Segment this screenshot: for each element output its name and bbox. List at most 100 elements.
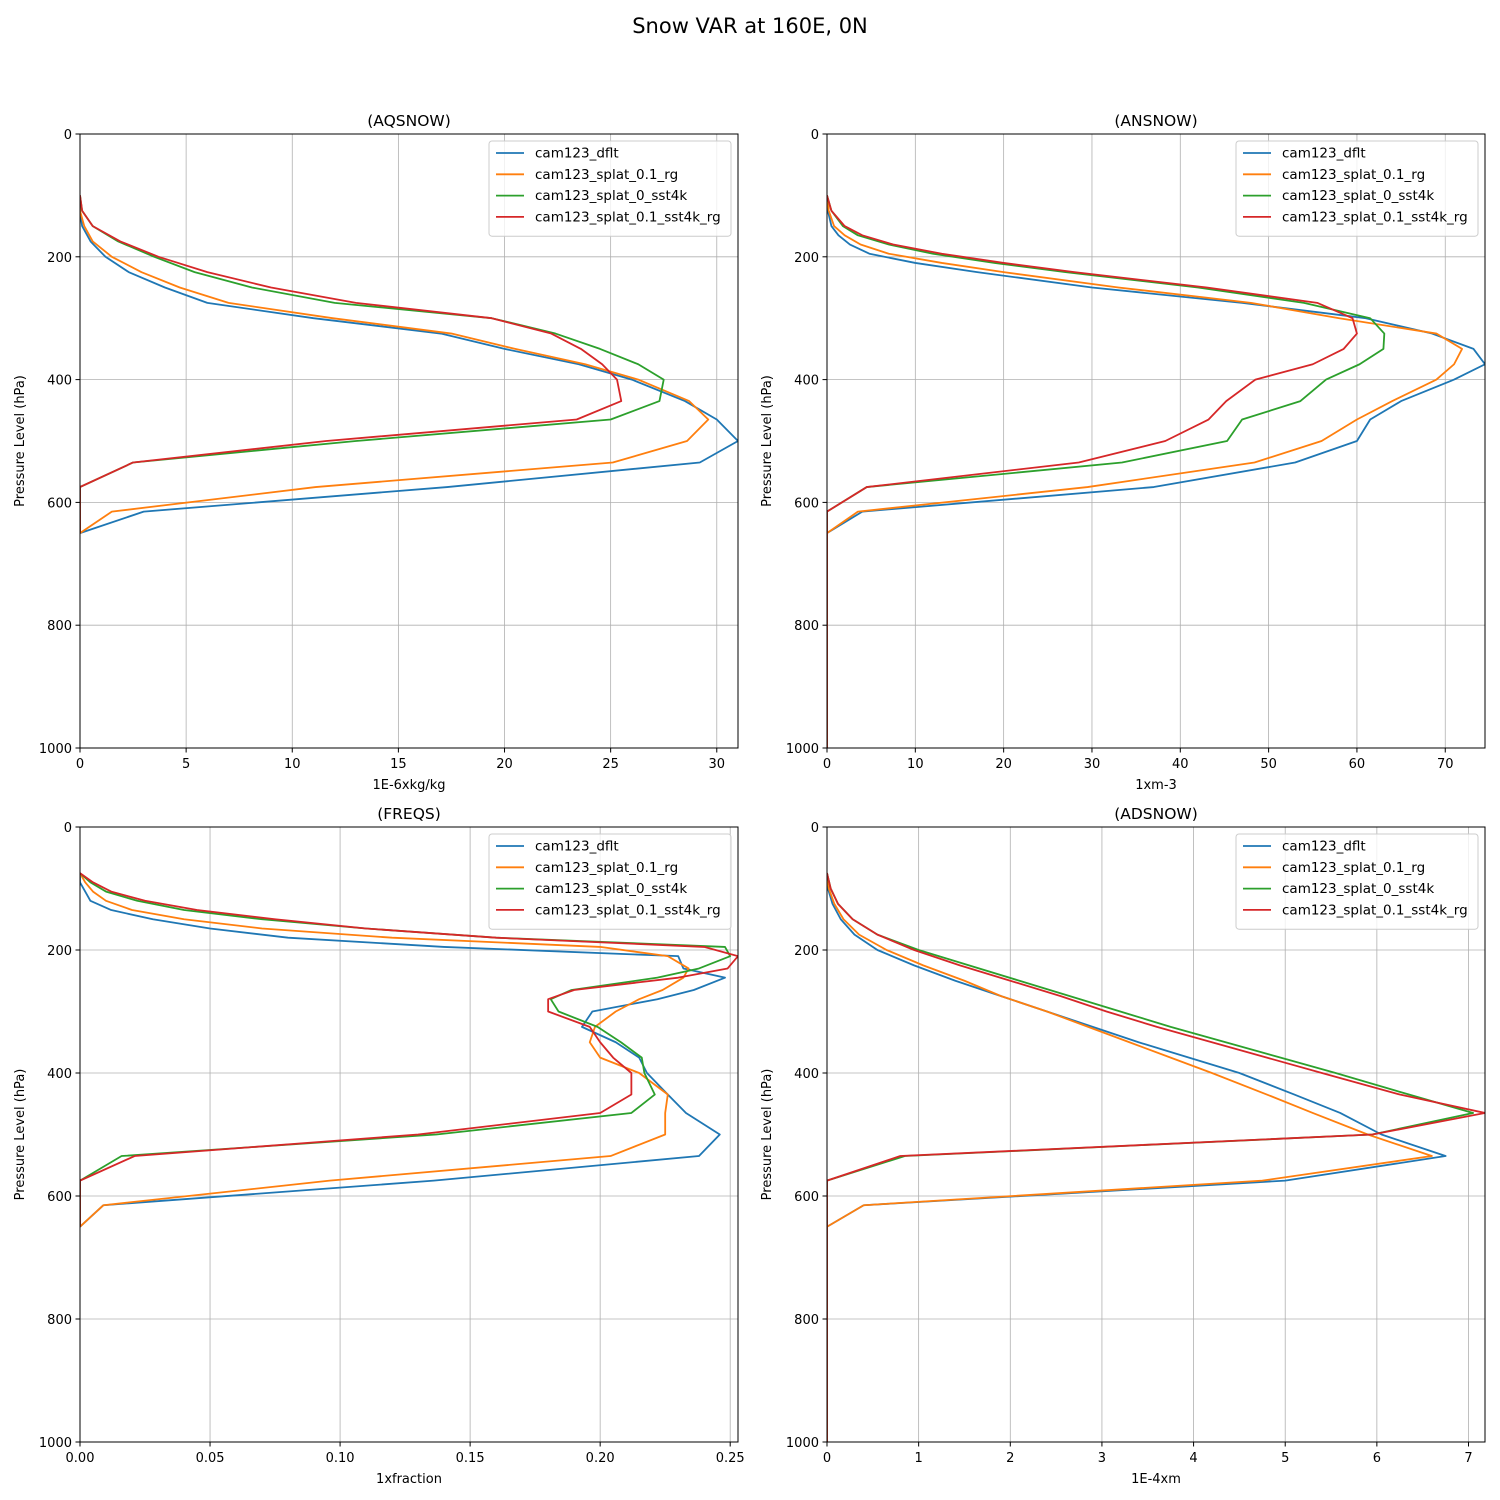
- legend-label-cam123_splat_0.1_rg: cam123_splat_0.1_rg: [535, 167, 678, 183]
- series-line-cam123_splat_0_sst4k: [827, 872, 1474, 1442]
- y-tick-label: 1000: [39, 742, 72, 757]
- series-line-cam123_splat_0_sst4k: [827, 195, 1386, 748]
- y-tick-label: 400: [794, 374, 819, 389]
- axes-frame: [826, 133, 1486, 749]
- series-line-cam123_splat_0.1_rg: [80, 872, 690, 1228]
- chart-panel-3: 0.00 0.05 0.10 0.15 0.20 0.25 0 200 400 600 800 100…: [13, 805, 745, 1487]
- legend-label-cam123_splat_0.1_rg: cam123_splat_0.1_rg: [535, 860, 678, 876]
- y-tick-label: 600: [47, 1190, 72, 1205]
- legend-label-cam123_dflt: cam123_dflt: [535, 146, 619, 162]
- y-axis-label: Pressure Level (hPa): [760, 375, 775, 507]
- legend-box: [1235, 140, 1479, 237]
- series-line-cam123_splat_0.1_sst4k_rg: [80, 872, 738, 1227]
- x-tick-label: 50: [1260, 757, 1277, 772]
- y-tick-label: 600: [794, 496, 819, 511]
- x-tick-label: 40: [1172, 757, 1189, 772]
- y-tick-label: 800: [47, 619, 72, 634]
- x-tick-label: 0: [823, 757, 831, 772]
- x-tick-label: 0.25: [716, 1451, 745, 1466]
- legend-label-cam123_splat_0_sst4k: cam123_splat_0_sst4k: [1282, 188, 1434, 204]
- series-line-cam123_dflt: [827, 873, 1447, 1442]
- x-tick-label: 0: [76, 757, 84, 772]
- legend-label-cam123_dflt: cam123_dflt: [1282, 146, 1366, 162]
- y-tick-label: 0: [64, 821, 72, 836]
- y-tick-label: 400: [794, 1067, 819, 1082]
- x-axis-label: 1xfraction: [376, 1472, 442, 1487]
- y-tick-label: 800: [794, 1313, 819, 1328]
- x-tick-label: 0.15: [456, 1451, 485, 1466]
- series-line-cam123_dflt: [80, 873, 726, 1228]
- y-tick-label: 600: [794, 1190, 819, 1205]
- subplot-title: (FREQS): [377, 805, 441, 823]
- legend-label-cam123_splat_0.1_sst4k_rg: cam123_splat_0.1_sst4k_rg: [1282, 902, 1468, 918]
- x-tick-label: 5: [182, 757, 190, 772]
- x-axis-label: 1xm-3: [1135, 778, 1177, 793]
- legend-label-cam123_dflt: cam123_dflt: [535, 839, 619, 855]
- x-tick-label: 0.00: [66, 1451, 95, 1466]
- x-tick-label: 10: [907, 757, 924, 772]
- x-tick-label: 2: [1006, 1451, 1014, 1466]
- series-line-cam123_splat_0.1_sst4k_rg: [827, 872, 1485, 1442]
- y-tick-label: 400: [47, 1067, 72, 1082]
- y-tick-label: 600: [47, 496, 72, 511]
- y-axis-label: Pressure Level (hPa): [13, 375, 28, 507]
- x-tick-label: 0: [823, 1451, 831, 1466]
- chart-panel-4: 0 1 2 3 4 5 6 7 0 200 400 600 800 1000 (ADSNOW) 1E-4xm P…: [760, 805, 1486, 1487]
- x-tick-label: 7: [1464, 1451, 1472, 1466]
- chart-panel-1: 0 5 10 15 20 25 30 0 200 400 600 800 1000 (AQSNOW) 1E-…: [13, 112, 739, 793]
- legend: cam123_dflt cam123_splat_0.1_rg cam123_spl…: [1235, 833, 1479, 930]
- y-tick-label: 800: [794, 619, 819, 634]
- x-axis-label: 1E-4xm: [1131, 1472, 1181, 1487]
- x-tick-label: 3: [1098, 1451, 1106, 1466]
- legend-label-cam123_splat_0.1_sst4k_rg: cam123_splat_0.1_sst4k_rg: [535, 902, 721, 918]
- y-tick-label: 200: [47, 944, 72, 959]
- series-line-cam123_dflt: [80, 195, 738, 534]
- x-tick-label: 1: [915, 1451, 923, 1466]
- subplot-title: (ANSNOW): [1114, 112, 1197, 130]
- series-line-cam123_splat_0.1_rg: [827, 195, 1463, 748]
- y-axis-label: Pressure Level (hPa): [13, 1069, 28, 1201]
- x-tick-label: 6: [1373, 1451, 1381, 1466]
- y-tick-label: 1000: [786, 742, 819, 757]
- axes-frame: [826, 826, 1486, 1443]
- y-tick-label: 0: [811, 128, 819, 143]
- legend-label-cam123_splat_0_sst4k: cam123_splat_0_sst4k: [1282, 881, 1434, 897]
- y-axis-label: Pressure Level (hPa): [760, 1069, 775, 1201]
- y-tick-label: 800: [47, 1313, 72, 1328]
- x-tick-label: 60: [1349, 757, 1366, 772]
- axes-frame: [79, 133, 739, 749]
- legend-label-cam123_splat_0.1_rg: cam123_splat_0.1_rg: [1282, 167, 1425, 183]
- legend-label-cam123_splat_0_sst4k: cam123_splat_0_sst4k: [535, 881, 687, 897]
- legend-label-cam123_splat_0.1_rg: cam123_splat_0.1_rg: [1282, 860, 1425, 876]
- figure-title: Snow VAR at 160E, 0N: [632, 14, 868, 38]
- x-tick-label: 10: [284, 757, 301, 772]
- x-tick-label: 4: [1189, 1451, 1197, 1466]
- y-tick-label: 1000: [39, 1436, 72, 1451]
- legend: cam123_dflt cam123_splat_0.1_rg cam123_spl…: [488, 140, 732, 237]
- y-tick-label: 0: [811, 821, 819, 836]
- x-tick-label: 30: [709, 757, 726, 772]
- legend-box: [488, 140, 732, 237]
- y-tick-label: 1000: [786, 1436, 819, 1451]
- series-line-cam123_splat_0.1_sst4k_rg: [827, 195, 1358, 748]
- x-tick-label: 70: [1437, 757, 1454, 772]
- x-tick-label: 0.20: [586, 1451, 615, 1466]
- legend: cam123_dflt cam123_splat_0.1_rg cam123_spl…: [1235, 140, 1479, 237]
- chart-panel-2: 0 10 20 30 40 50 60 70 0 200 400 600 800 1000 (ANSNOW)…: [760, 112, 1486, 793]
- x-tick-label: 20: [995, 757, 1012, 772]
- series-line-cam123_splat_0.1_rg: [827, 873, 1433, 1442]
- series-line-cam123_splat_0.1_rg: [80, 195, 710, 534]
- subplot-title: (AQSNOW): [367, 112, 451, 130]
- x-tick-label: 30: [1084, 757, 1101, 772]
- legend-label-cam123_splat_0.1_sst4k_rg: cam123_splat_0.1_sst4k_rg: [535, 209, 721, 225]
- x-tick-label: 25: [602, 757, 619, 772]
- x-tick-label: 0.10: [326, 1451, 355, 1466]
- legend-box: [488, 833, 732, 930]
- y-tick-label: 200: [794, 251, 819, 266]
- legend-label-cam123_dflt: cam123_dflt: [1282, 839, 1366, 855]
- series-line-cam123_dflt: [827, 195, 1485, 748]
- subplot-title: (ADSNOW): [1114, 805, 1198, 823]
- y-tick-label: 0: [64, 128, 72, 143]
- x-tick-label: 20: [496, 757, 513, 772]
